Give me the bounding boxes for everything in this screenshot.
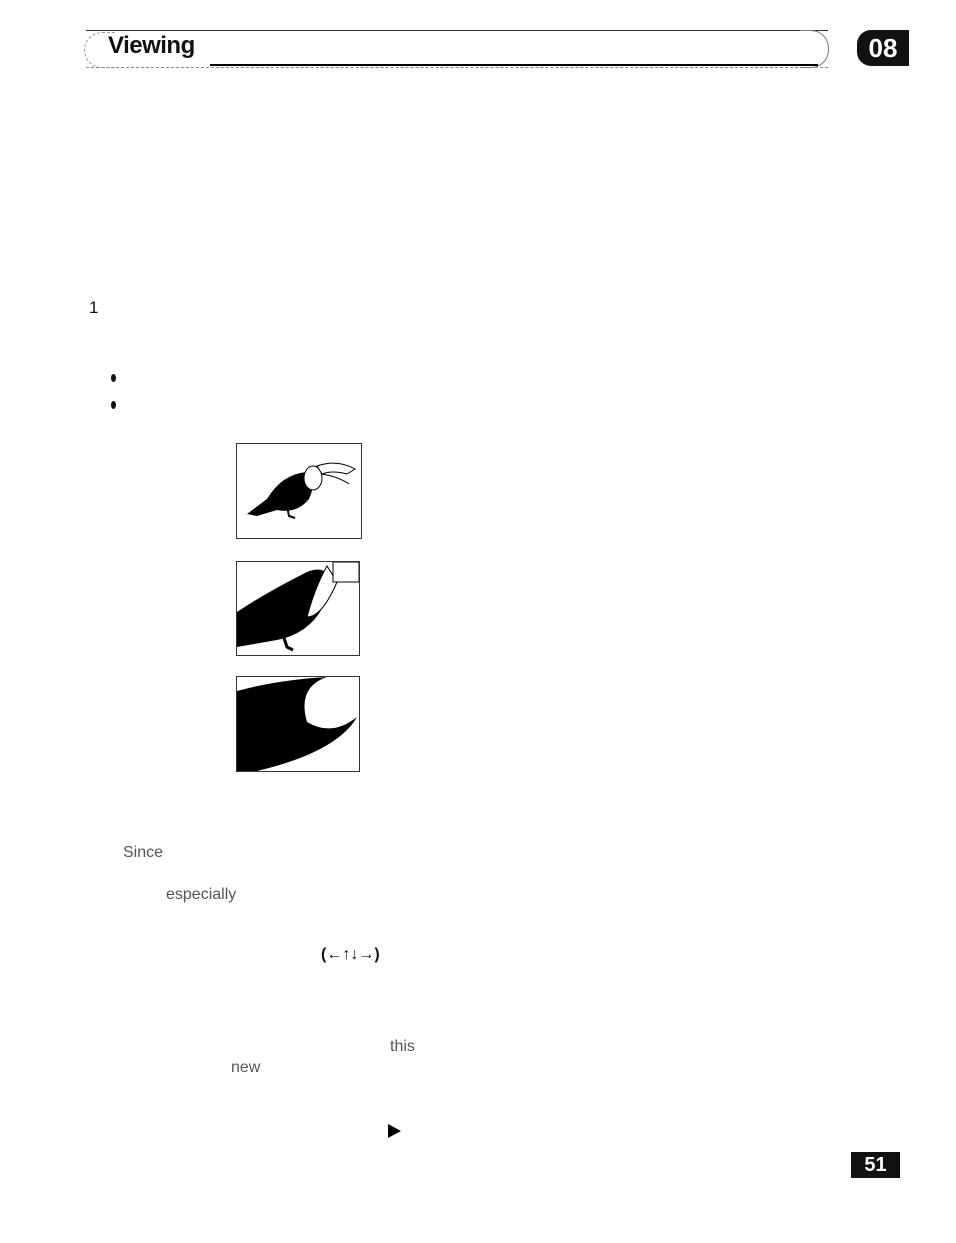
page-number: 51 <box>851 1152 900 1178</box>
bullet-2 <box>111 401 116 409</box>
toucan-small-image <box>247 462 356 519</box>
text-especially: especially <box>166 886 237 903</box>
header-right-cap <box>800 30 829 68</box>
header-frame <box>86 30 828 68</box>
chapter-badge: 08 <box>857 30 909 66</box>
page-title: Viewing <box>108 32 195 59</box>
text-since: Since <box>123 844 164 861</box>
toucan-large-image <box>237 677 357 771</box>
zoom-image-1x <box>236 443 362 539</box>
header-rule <box>210 64 818 66</box>
zoom-image-2x <box>236 561 360 656</box>
toucan-medium-image <box>237 562 359 652</box>
play-triangle-icon <box>388 1124 401 1138</box>
step-number: 1 <box>89 298 99 317</box>
bullet-1 <box>111 374 116 382</box>
text-new: new <box>231 1059 261 1076</box>
text-this: this <box>390 1038 415 1055</box>
zoom-image-4x <box>236 676 360 772</box>
arrow-keys-text: (←↑↓→) <box>321 946 380 963</box>
